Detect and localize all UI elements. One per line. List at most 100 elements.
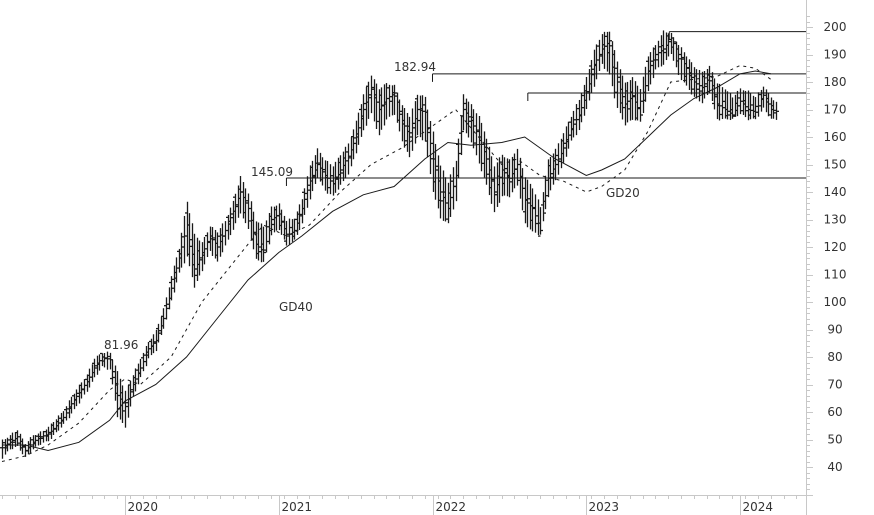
ohlc-bar (15, 430, 20, 446)
ohlc-bar (228, 207, 233, 236)
ohlc-bar (392, 84, 397, 115)
ohlc-bar (625, 81, 630, 123)
ohlc-bar (141, 352, 146, 372)
y-tick-label: 130 (824, 213, 847, 227)
ohlc-bar (735, 90, 740, 117)
y-tick-label: 190 (824, 48, 847, 62)
ohlc-bar (766, 92, 771, 117)
ohlc-bar (156, 323, 161, 343)
ohlc-bar (410, 108, 415, 151)
y-tick-label: 180 (824, 75, 847, 89)
ohlc-bar (284, 220, 289, 246)
ohlc-bar (110, 359, 115, 385)
ohlc-bar (425, 109, 430, 158)
ohlc-bar (69, 396, 74, 414)
ohlc-bar (717, 83, 722, 121)
y-tick-label: 120 (824, 240, 847, 254)
ohlc-bar (246, 193, 251, 230)
ohlc-bar (502, 157, 507, 196)
ohlc-bar (525, 179, 530, 228)
ohlc-bar (333, 161, 338, 193)
y-tick-label: 40 (827, 460, 842, 474)
ohlc-bar (56, 415, 61, 431)
ohlc-bar (115, 371, 120, 418)
ohlc-bar (328, 164, 333, 195)
ohlc-bar (689, 62, 694, 95)
ohlc-bar (661, 30, 666, 65)
ohlc-bar (151, 334, 156, 354)
ohlc-bar (5, 437, 10, 452)
ohlc-bar (366, 81, 371, 119)
x-tick-label: 2022 (436, 500, 467, 514)
ohlc-bar (707, 65, 712, 93)
ohlc-bar (630, 77, 635, 120)
ohlc-bar (108, 352, 113, 370)
ohlc-bar (671, 37, 676, 61)
ohlc-bar (261, 226, 266, 262)
ohlc-bar (192, 233, 197, 288)
ohlc-bar (82, 379, 87, 395)
ohlc-bar (694, 69, 699, 99)
ohlc-bar (97, 354, 102, 371)
ohlc-bar (102, 353, 107, 368)
ohlc-bar (612, 50, 617, 99)
ohlc-bar (233, 193, 238, 224)
ohlc-bar (456, 138, 461, 178)
ohlc-bar (343, 146, 348, 179)
ohlc-bar (74, 389, 79, 407)
series-label: GD20 (606, 186, 640, 200)
ohlc-bar (10, 432, 15, 450)
ohlc-bar (133, 368, 138, 392)
ohlc-bar (138, 358, 143, 378)
ohlc-bar (474, 113, 479, 156)
ohlc-bar (571, 110, 576, 138)
ohlc-bar (530, 188, 535, 232)
ohlc-bar (92, 358, 97, 378)
ohlc-bar (120, 385, 125, 423)
ohlc-bar (697, 69, 702, 102)
ohlc-bar (28, 437, 33, 453)
ohlc-bar (179, 232, 184, 268)
ohlc-bar (556, 143, 561, 175)
ohlc-bar (489, 156, 494, 204)
ohlc-bar (169, 276, 174, 301)
ohlc-bar (205, 232, 210, 258)
ohlc-bar (579, 93, 584, 123)
price-annotation: 182.94 (394, 60, 436, 74)
y-tick-label: 150 (824, 158, 847, 172)
ohlc-bar (287, 218, 292, 246)
x-tick-label: 2023 (589, 500, 620, 514)
ohlc-bar (574, 104, 579, 136)
ohlc-price-bars (0, 30, 779, 459)
ohlc-bar (41, 430, 46, 443)
ohlc-bar (748, 93, 753, 120)
y-axis: 40 50 60 70 80 90 100 110 120 130 140 150 160 170 180 1… (806, 0, 846, 515)
ohlc-bar (720, 87, 725, 120)
y-tick-label: 100 (824, 295, 847, 309)
ohlc-bar (679, 47, 684, 81)
ohlc-bar (438, 165, 443, 219)
ohlc-bar (602, 31, 607, 69)
ohlc-bar (338, 155, 343, 185)
y-tick-label: 60 (827, 405, 842, 419)
y-tick-label: 170 (824, 103, 847, 117)
ohlc-bar (128, 380, 133, 407)
ohlc-bar (187, 213, 192, 267)
ohlc-bar (738, 88, 743, 115)
ohlc-bar (594, 44, 599, 80)
ohlc-bar (164, 297, 169, 320)
ohlc-bar (771, 100, 776, 119)
ohlc-bar (515, 148, 520, 186)
ohlc-bar (648, 52, 653, 85)
ohlc-bar (712, 78, 717, 110)
ohlc-bar (653, 45, 658, 70)
ohlc-bar (61, 411, 66, 424)
ohlc-bar (46, 426, 51, 442)
ohlc-bar (397, 99, 402, 132)
ohlc-bar (561, 133, 566, 163)
x-tick-label: 2024 (743, 500, 774, 514)
ohlc-bar (466, 101, 471, 138)
ohlc-bar (497, 157, 502, 203)
ohlc-bar (310, 160, 315, 192)
price-annotation: 145.09 (251, 165, 293, 179)
